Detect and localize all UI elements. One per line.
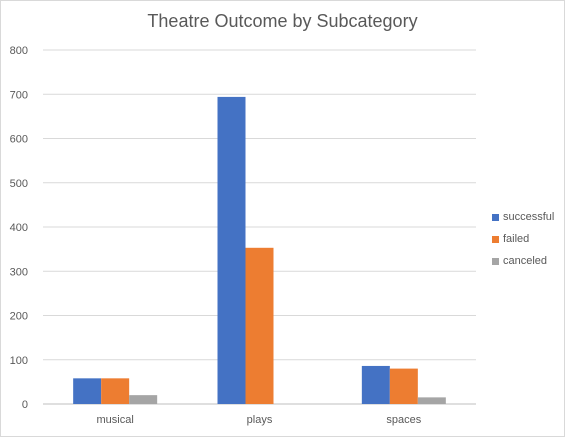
y-tick-label: 700 [10, 89, 28, 101]
legend-label: failed [503, 233, 530, 245]
y-tick-label: 400 [10, 222, 28, 234]
legend-item-canceled: canceled [492, 250, 554, 272]
y-tick-label: 200 [10, 311, 28, 323]
bar-successful-musical [73, 378, 102, 404]
y-tick-label: 100 [10, 355, 28, 367]
legend-swatch [492, 213, 499, 221]
legend: successful failed canceled [492, 206, 554, 272]
bar-successful-spaces [361, 365, 390, 404]
legend-label: canceled [503, 255, 548, 267]
bar-failed-musical [101, 378, 130, 404]
x-tick-label: musical [97, 414, 134, 426]
legend-item-successful: successful [492, 206, 554, 228]
x-tick-label: plays [247, 414, 273, 426]
x-axis-ticks: musical plays spaces [97, 414, 422, 426]
legend-swatch [492, 235, 499, 243]
legend-swatch [492, 257, 499, 265]
y-tick-label: 0 [22, 399, 28, 411]
y-tick-label: 300 [10, 266, 28, 278]
bar-canceled-musical [129, 395, 158, 404]
bar-failed-spaces [389, 368, 418, 404]
legend-label: successful [503, 211, 555, 223]
chart-title: Theatre Outcome by Subcategory [147, 11, 418, 31]
x-tick-label: spaces [386, 414, 421, 426]
bar-failed-plays [245, 247, 274, 404]
y-tick-label: 500 [10, 178, 28, 190]
bar-successful-plays [217, 96, 246, 404]
y-tick-label: 600 [10, 134, 28, 146]
bars [73, 96, 446, 404]
y-axis-ticks: 0 100 200 300 400 500 600 700 800 [10, 45, 28, 411]
y-tick-label: 800 [10, 45, 28, 57]
legend-item-failed: failed [492, 228, 554, 250]
bar-canceled-spaces [417, 397, 446, 404]
